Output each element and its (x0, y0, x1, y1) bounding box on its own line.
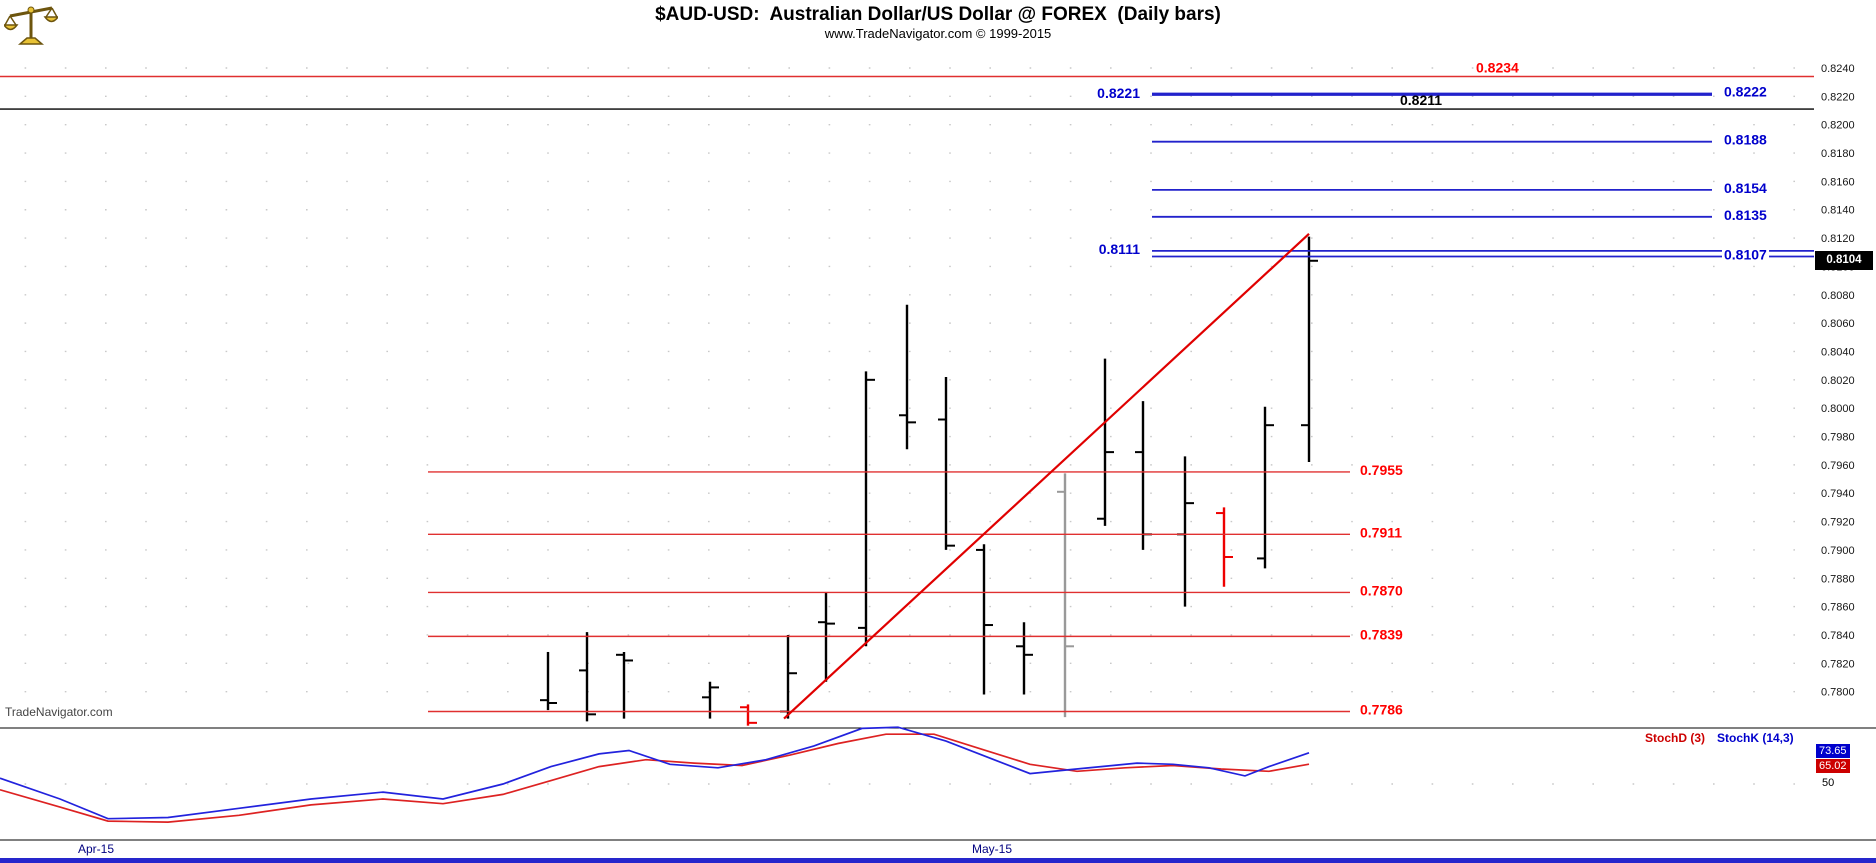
current-price-badge: 0.8104 (1815, 251, 1873, 270)
price-level-label: 0.8221 (1097, 85, 1140, 101)
price-axis-tick-label: 0.7860 (1821, 602, 1855, 614)
price-axis-tick-label: 0.7920 (1821, 517, 1855, 529)
chart-title: $AUD-USD: Australian Dollar/US Dollar @ … (655, 4, 1221, 25)
ohlc-bar (579, 632, 596, 722)
label-mask (1722, 206, 1770, 223)
ohlc-bar (1097, 358, 1114, 526)
price-axis-tick-label: 0.8240 (1821, 63, 1855, 75)
ohlc-bar (1257, 406, 1274, 569)
ohlc-bar (858, 371, 875, 647)
ohlc-bar (1216, 507, 1233, 587)
chart-subtitle: www.TradeNavigator.com © 1999-2015 (824, 26, 1052, 41)
x-axis-label-may-15: May-15 (972, 842, 1013, 856)
price-axis-tick-label: 0.7800 (1821, 687, 1855, 699)
label-mask (1722, 83, 1770, 100)
price-level-label: 0.7786 (1360, 701, 1403, 717)
trade-navigator-scales-logo-icon (2, 1, 60, 47)
ohlc-bar (1301, 236, 1318, 463)
label-mask (1095, 84, 1143, 101)
ohlc-bar (540, 651, 557, 711)
ohlc-bar (616, 651, 633, 719)
ohlc-bar (702, 681, 719, 719)
ohlc-bar (1135, 401, 1152, 550)
chart-header: $AUD-USD: Australian Dollar/US Dollar @ … (0, 0, 1876, 41)
price-level-label: 0.8111 (1099, 241, 1140, 257)
price-axis-tick-label: 0.8180 (1821, 148, 1855, 160)
stochd-legend-label[interactable]: StochD (3) (1645, 731, 1705, 745)
price-axis-tick-label: 0.7940 (1821, 488, 1855, 500)
price-axis-tick-label: 0.7840 (1821, 630, 1855, 642)
ohlc-bar (899, 304, 916, 450)
price-axis-tick-label: 0.7960 (1821, 460, 1855, 472)
price-axis-tick-label: 0.7900 (1821, 545, 1855, 557)
price-axis-tick-label: 0.8080 (1821, 290, 1855, 302)
stochk-legend-label[interactable]: StochK (14,3) (1717, 731, 1794, 745)
label-mask (1358, 524, 1405, 541)
ohlc-bar (1057, 473, 1074, 718)
price-axis-tick-label: 0.8220 (1821, 91, 1855, 103)
price-axis-tick-label: 0.7980 (1821, 432, 1855, 444)
stochd-line (0, 733, 1310, 823)
ohlc-bar (976, 544, 993, 695)
watermark: TradeNavigator.com (5, 705, 113, 719)
price-axis-tick-label: 0.8160 (1821, 176, 1855, 188)
price-level-label: 0.7955 (1360, 462, 1403, 478)
price-axis-tick-label: 0.8140 (1821, 205, 1855, 217)
price-axis-tick-label: 0.7820 (1821, 658, 1855, 670)
price-axis-tick-label: 0.8200 (1821, 120, 1855, 132)
label-mask (1096, 240, 1143, 257)
label-mask (1358, 461, 1406, 478)
stoch-mid-level-label: 50 (1822, 777, 1835, 789)
label-mask (1722, 246, 1770, 263)
ohlc-bar (818, 592, 835, 682)
price-level-label: 0.7911 (1360, 524, 1402, 540)
trend-line[interactable] (783, 233, 1310, 720)
label-mask (1358, 582, 1406, 599)
stochk-line (0, 726, 1310, 820)
label-mask (1358, 701, 1406, 718)
price-axis-tick-label: 0.7880 (1821, 573, 1855, 585)
ohlc-bar (780, 634, 797, 719)
label-mask (1722, 131, 1770, 148)
price-axis-tick-label: 0.8000 (1821, 403, 1855, 415)
ohlc-bar (1016, 622, 1033, 695)
price-level-label: 0.7839 (1360, 626, 1403, 642)
price-axis-tick-label: 0.8060 (1821, 318, 1855, 330)
price-level-label: 0.8211 (1400, 92, 1442, 108)
label-mask (1722, 179, 1770, 196)
label-mask (1358, 626, 1406, 643)
x-axis-label-apr-15: Apr-15 (78, 842, 115, 856)
price-axis-tick-label: 0.8040 (1821, 346, 1855, 358)
price-level-label: 0.8107 (1724, 247, 1767, 263)
ohlc-bar (740, 704, 757, 726)
price-level-label: 0.8135 (1724, 207, 1767, 223)
price-level-label: 0.7870 (1360, 582, 1403, 598)
price-level-label: 0.8188 (1724, 132, 1767, 148)
price-level-label: 0.8154 (1724, 180, 1767, 196)
ohlc-bar (1177, 456, 1194, 607)
price-level-label: 0.8234 (1476, 60, 1519, 76)
horizontal-scrollbar[interactable] (0, 858, 1876, 863)
stochd-value-badge: 65.02 (1816, 759, 1850, 773)
price-axis-tick-label: 0.8120 (1821, 233, 1855, 245)
price-axis-tick-label: 0.8020 (1821, 375, 1855, 387)
ohlc-bar (938, 376, 955, 550)
price-level-label: 0.8222 (1724, 84, 1767, 100)
stochk-value-badge: 73.65 (1816, 744, 1850, 758)
